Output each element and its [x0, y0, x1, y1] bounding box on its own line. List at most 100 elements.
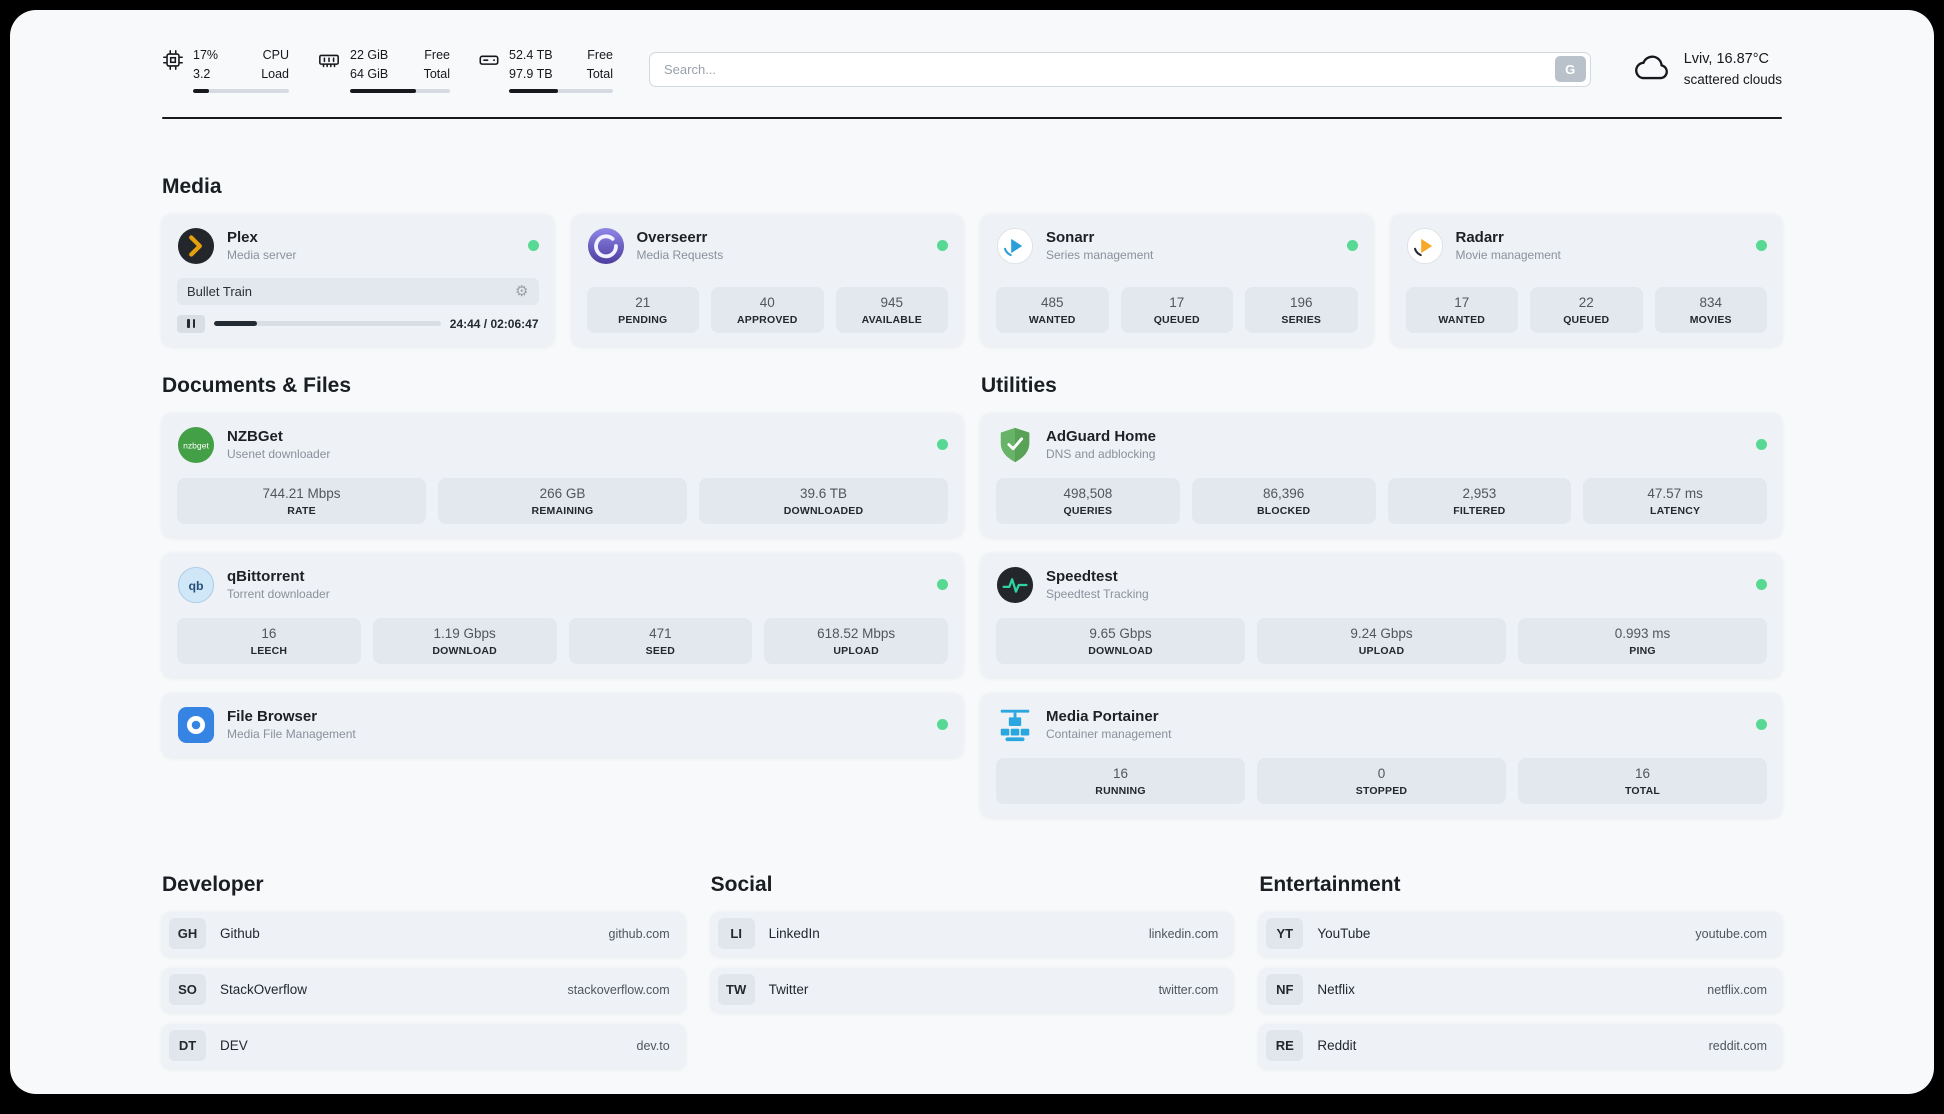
- stat-value: 47.57 ms: [1647, 485, 1703, 501]
- ram-total-value: 64 GiB: [350, 66, 389, 81]
- cpu-usage-value: 17%: [193, 48, 219, 62]
- stat-label: DOWNLOAD: [1088, 644, 1153, 657]
- plex-card[interactable]: Plex Media server Bullet Train ⚙ 24:44 /…: [162, 213, 554, 346]
- app-description: Series management: [1046, 248, 1154, 262]
- stat-label: PENDING: [618, 313, 668, 326]
- app-name: Media Portainer: [1046, 708, 1159, 725]
- playback-progress[interactable]: 24:44 / 02:06:47: [177, 305, 539, 333]
- stat-box: 744.21 Mbps RATE: [177, 477, 426, 524]
- topbar-divider: [162, 116, 1782, 119]
- app-name: qBittorrent: [227, 568, 305, 585]
- stat-value: 16: [1112, 765, 1129, 781]
- bookmark-dev[interactable]: DT DEV dev.to: [162, 1023, 685, 1068]
- now-playing: Bullet Train ⚙: [177, 277, 539, 305]
- sonarr-card[interactable]: Sonarr Series management 485 WANTED 17 Q…: [981, 213, 1373, 346]
- link-url: dev.to: [636, 1038, 670, 1053]
- bookmark-reddit[interactable]: RE Reddit reddit.com: [1259, 1023, 1782, 1068]
- status-dot: [1756, 240, 1767, 251]
- pause-icon[interactable]: [177, 314, 205, 333]
- radarr-icon: [1406, 227, 1444, 265]
- stat-label: LEECH: [250, 644, 288, 657]
- seek-bar[interactable]: [214, 321, 441, 326]
- qbittorrent-card[interactable]: qb qBittorrent Torrent downloader 16 LEE…: [162, 552, 963, 677]
- stat-box: 16 LEECH: [177, 617, 361, 664]
- ram-free-label: Free: [424, 48, 450, 62]
- filebrowser-icon: [177, 706, 215, 744]
- netflix-icon: NF: [1266, 974, 1304, 1005]
- adguard-card[interactable]: AdGuard Home DNS and adblocking 498,508 …: [981, 412, 1782, 537]
- stat-label: SERIES: [1281, 313, 1322, 326]
- stat-box: 618.52 Mbps UPLOAD: [764, 617, 948, 664]
- stat-box: 834 MOVIES: [1654, 286, 1767, 333]
- portainer-card[interactable]: Media Portainer Container management 16 …: [981, 692, 1782, 817]
- speedtest-card[interactable]: Speedtest Speedtest Tracking 9.65 Gbps D…: [981, 552, 1782, 677]
- app-name: Overseerr: [636, 229, 708, 246]
- bookmark-linkedin[interactable]: LI LinkedIn linkedin.com: [710, 911, 1234, 956]
- cpu-label: CPU: [262, 48, 289, 62]
- bookmark-stackoverflow[interactable]: SO StackOverflow stackoverflow.com: [162, 967, 685, 1012]
- disk-total-label: Total: [586, 66, 613, 81]
- stat-value: 40: [759, 294, 775, 310]
- nzbget-icon: nzbget: [177, 426, 215, 464]
- disk-icon: [478, 46, 500, 71]
- link-name: Reddit: [1317, 1038, 1357, 1053]
- stat-label: AVAILABLE: [861, 313, 922, 326]
- disk-free-value: 52.4 TB: [509, 48, 553, 62]
- nzbget-card[interactable]: nzbget NZBGet Usenet downloader 744.21 M…: [162, 412, 963, 537]
- stat-label: PING: [1629, 644, 1656, 657]
- stat-box: 17 QUEUED: [1120, 286, 1233, 333]
- link-name: Github: [220, 926, 260, 941]
- weather-widget: Lviv, 16.87°C scattered clouds: [1631, 49, 1782, 90]
- plex-icon: [177, 227, 215, 265]
- stat-value: 9.24 Gbps: [1350, 625, 1413, 641]
- section-title-social: Social: [710, 872, 773, 896]
- cpu-monitor: 17% 3.2 CPU Load: [162, 46, 289, 93]
- stat-label: WANTED: [1028, 313, 1076, 326]
- portainer-icon: [996, 706, 1034, 744]
- search-input[interactable]: [649, 51, 1591, 87]
- stat-label: RUNNING: [1095, 784, 1146, 797]
- bookmark-youtube[interactable]: YT YouTube youtube.com: [1259, 911, 1782, 956]
- app-description: Movie management: [1455, 248, 1561, 262]
- svg-text:qb: qb: [188, 578, 204, 592]
- stat-value: 945: [880, 294, 904, 310]
- ram-monitor: 22 GiB 64 GiB Free Total: [317, 46, 450, 93]
- radarr-card[interactable]: Radarr Movie management 17 WANTED 22 QUE…: [1390, 213, 1782, 346]
- search-engine-button[interactable]: G: [1554, 56, 1586, 83]
- stat-value: 16: [1634, 765, 1651, 781]
- overseerr-card[interactable]: Overseerr Media Requests 21 PENDING 40 A…: [571, 213, 963, 346]
- stat-value: 618.52 Mbps: [817, 625, 896, 641]
- filebrowser-card[interactable]: File Browser Media File Management: [162, 692, 963, 757]
- stat-value: 17: [1169, 294, 1185, 310]
- stat-box: 498,508 QUERIES: [996, 477, 1180, 524]
- bookmark-netflix[interactable]: NF Netflix netflix.com: [1259, 967, 1782, 1012]
- stat-label: WANTED: [1438, 313, 1486, 326]
- bookmark-twitter[interactable]: TW Twitter twitter.com: [710, 967, 1234, 1012]
- stat-label: DOWNLOAD: [432, 644, 497, 657]
- weather-condition: scattered clouds: [1683, 71, 1782, 87]
- app-description: Media File Management: [227, 727, 356, 741]
- stat-label: STOPPED: [1355, 784, 1408, 797]
- stat-label: MOVIES: [1689, 313, 1732, 326]
- stat-value: 86,396: [1262, 485, 1305, 501]
- stat-box: 0.993 ms PING: [1518, 617, 1767, 664]
- link-url: linkedin.com: [1148, 926, 1219, 941]
- bookmark-github[interactable]: GH Github github.com: [162, 911, 685, 956]
- stat-label: QUEUED: [1153, 313, 1200, 326]
- stat-value: 266 GB: [539, 485, 586, 501]
- utilities-section: Utilities AdGuard Home: [981, 374, 1782, 817]
- app-name: AdGuard Home: [1046, 428, 1157, 445]
- stat-label: RATE: [287, 504, 316, 517]
- cpu-load-label: Load: [261, 66, 289, 81]
- stackoverflow-icon: SO: [169, 974, 206, 1005]
- stat-box: 47.57 ms LATENCY: [1583, 477, 1767, 524]
- status-dot: [1346, 240, 1358, 251]
- gear-icon[interactable]: ⚙: [515, 282, 529, 300]
- app-description: Media server: [227, 248, 297, 262]
- system-monitors: 17% 3.2 CPU Load: [162, 46, 613, 93]
- sonarr-icon: [996, 227, 1034, 265]
- stat-box: 266 GB REMAINING: [438, 477, 687, 524]
- overseerr-icon: [587, 227, 625, 265]
- app-name: File Browser: [227, 708, 318, 725]
- section-title-utilities: Utilities: [981, 373, 1057, 397]
